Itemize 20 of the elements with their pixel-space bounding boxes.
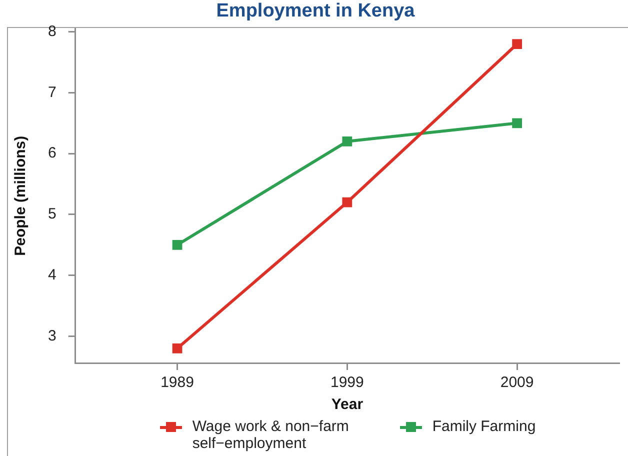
y-axis-title: People (millions) [12,136,30,256]
chart-title: Employment in Kenya [216,0,416,22]
point [172,343,182,354]
point [172,240,182,250]
point [342,197,352,208]
x-tick-label: 2009 [500,374,534,392]
legend-label: Family Farming [432,418,536,435]
x-axis-title: Year [331,396,364,414]
point [512,39,522,49]
y-tick-label: 4 [48,266,56,284]
point [342,136,352,146]
y-tick-label: 3 [48,327,56,344]
y-tick-label: 8 [48,22,56,40]
point [512,118,522,128]
y-tick-label: 6 [48,144,56,162]
x-tick-label: 1999 [330,374,364,392]
y-tick-label: 7 [48,84,56,101]
x-tick-label: 1989 [160,374,194,392]
y-tick-label: 5 [48,206,56,223]
legend-label: Wage work & non−farm self−employment [192,418,350,452]
